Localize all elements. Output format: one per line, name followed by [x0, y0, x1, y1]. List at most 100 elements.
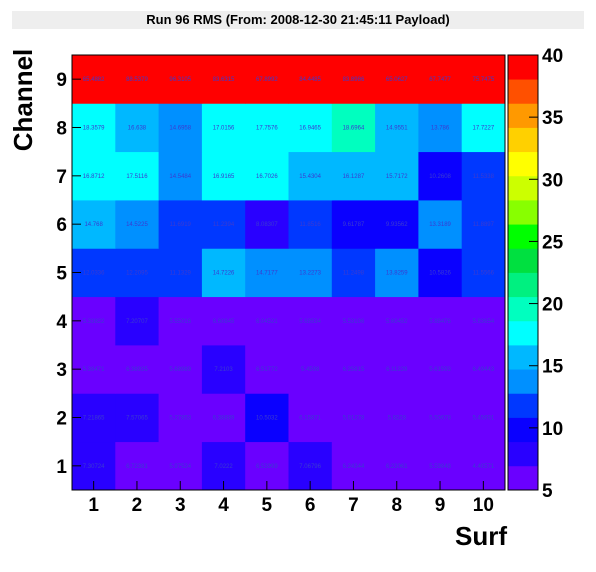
- cell-value-label: 13.786: [431, 126, 450, 132]
- heatmap-cell: [461, 296, 506, 346]
- x-axis: 1 2 3 4 5 6 7 8 9 10: [88, 481, 494, 516]
- heatmap-cell: [461, 393, 506, 443]
- heatmap-cell: [331, 296, 376, 346]
- heatmap-cell: [461, 345, 506, 394]
- palette-band: [508, 248, 538, 273]
- heatmap-cell: [418, 393, 463, 443]
- heatmap-cells: [72, 55, 506, 491]
- x-tick-label: 7: [348, 495, 359, 516]
- cell-value-label: 7.21865: [83, 416, 105, 422]
- cell-value-label: 5.61593: [429, 367, 451, 373]
- cell-value-label: 16.638: [128, 126, 147, 132]
- y-tick-label: 4: [56, 312, 67, 333]
- palette-tick-label: 40: [542, 46, 563, 67]
- color-palette: [507, 54, 539, 491]
- y-tick-label: 6: [56, 215, 67, 236]
- cell-value-label: 14.768: [84, 222, 103, 228]
- heatmap-cell: [201, 200, 246, 249]
- cell-value-label: 7.0222: [214, 464, 233, 470]
- heatmap-cell: [201, 103, 246, 153]
- heatmap-cell: [418, 248, 463, 298]
- cell-value-label: 18.6964: [343, 126, 365, 132]
- heatmap-cell: [288, 200, 333, 249]
- cell-value-label: 67.8992: [256, 77, 278, 83]
- heatmap-cell: [418, 55, 463, 104]
- heatmap-cell: [418, 103, 463, 153]
- heatmap-cell: [115, 345, 159, 394]
- heatmap-cell: [201, 55, 246, 104]
- heatmap-cell: [331, 393, 376, 443]
- cell-value-label: 14.7226: [213, 271, 235, 277]
- heatmap-cell: [201, 296, 246, 346]
- heatmap-cell: [158, 200, 203, 249]
- palette-band: [508, 441, 538, 467]
- heatmap-cell: [288, 248, 333, 298]
- palette-band: [508, 393, 538, 418]
- palette-band: [508, 103, 538, 128]
- heatmap-cell: [158, 248, 203, 298]
- heatmap-cell: [158, 296, 203, 346]
- cell-value-label: 14.5484: [169, 174, 191, 180]
- cell-value-label: 6.49443: [472, 367, 494, 373]
- heatmap-cell: [201, 393, 246, 443]
- heatmap-cell: [158, 103, 203, 153]
- x-tick-label: 1: [88, 495, 99, 516]
- heatmap-cell: [115, 248, 159, 298]
- cell-value-label: 6.24344: [343, 464, 365, 470]
- cell-value-label: 16.7026: [256, 174, 278, 180]
- palette-band: [508, 151, 538, 177]
- cell-value-label: 6.72381: [126, 464, 148, 470]
- heatmap-cell-labels: 7.30724 6.72381 5.97524 7.0222 6.53999 7.0679…: [83, 77, 495, 470]
- palette-band: [508, 55, 538, 80]
- cell-value-label: 5.4598: [301, 367, 320, 373]
- palette-band: [508, 200, 538, 225]
- cell-value-label: 11.8516: [300, 222, 322, 228]
- x-tick-label: 5: [262, 495, 273, 516]
- cell-value-label: 7.30724: [83, 464, 105, 470]
- x-tick-label: 4: [218, 495, 229, 516]
- heatmap-cell: [245, 200, 289, 249]
- heatmap-cell: [115, 103, 159, 153]
- heatmap-cell: [461, 200, 506, 249]
- heatmap-cell: [245, 345, 289, 394]
- cell-value-label: 16.9165: [213, 174, 235, 180]
- cell-value-label: 65.4882: [83, 77, 105, 83]
- cell-value-label: 16.1287: [343, 174, 365, 180]
- cell-value-label: 83.8986: [343, 77, 365, 83]
- cell-value-label: 10.5032: [256, 416, 278, 422]
- cell-value-label: 17.7576: [256, 126, 278, 132]
- heatmap-cell: [245, 55, 289, 104]
- heatmap-cell: [158, 345, 203, 394]
- heatmap-cell: [418, 345, 463, 394]
- cell-value-label: 6.38935: [126, 367, 148, 373]
- heatmap-cell: [461, 151, 506, 201]
- title-bar: Run 96 RMS (From: 2008-12-30 21:45:11 Pa…: [12, 11, 584, 29]
- heatmap-cell: [331, 151, 376, 201]
- y-tick-label: 9: [56, 70, 67, 91]
- heatmap-cell: [375, 393, 419, 443]
- cell-value-label: 5.55016: [169, 319, 191, 325]
- heatmap-cell: [115, 296, 159, 346]
- x-tick-label: 8: [391, 495, 402, 516]
- cell-value-label: 17.0156: [213, 126, 235, 132]
- chart-title: Run 96 RMS (From: 2008-12-30 21:45:11 Pa…: [146, 12, 450, 27]
- cell-value-label: 5.91278: [343, 416, 365, 422]
- heatmap-cell: [288, 393, 333, 443]
- heatmap-cell: [201, 345, 246, 394]
- cell-value-label: 5.45691: [472, 416, 494, 422]
- heatmap-cell: [115, 200, 159, 249]
- heatmap-cell: [418, 151, 463, 201]
- cell-value-label: 11.5338: [473, 174, 495, 180]
- color-palette-axis: 5 10 15 20 25 30 35 40: [529, 46, 564, 502]
- cell-value-label: 12.2095: [126, 271, 148, 277]
- palette-band: [508, 224, 538, 249]
- y-tick-label: 2: [56, 409, 67, 430]
- heatmap-cell: [375, 248, 419, 298]
- cell-value-label: 5.27853: [169, 416, 191, 422]
- heatmap-cell: [331, 345, 376, 394]
- cell-value-label: 88.5379: [126, 77, 148, 83]
- cell-value-label: 5.60452: [386, 319, 408, 325]
- cell-value-label: 6.38889: [213, 416, 235, 422]
- palette-tick-label: 25: [542, 232, 564, 253]
